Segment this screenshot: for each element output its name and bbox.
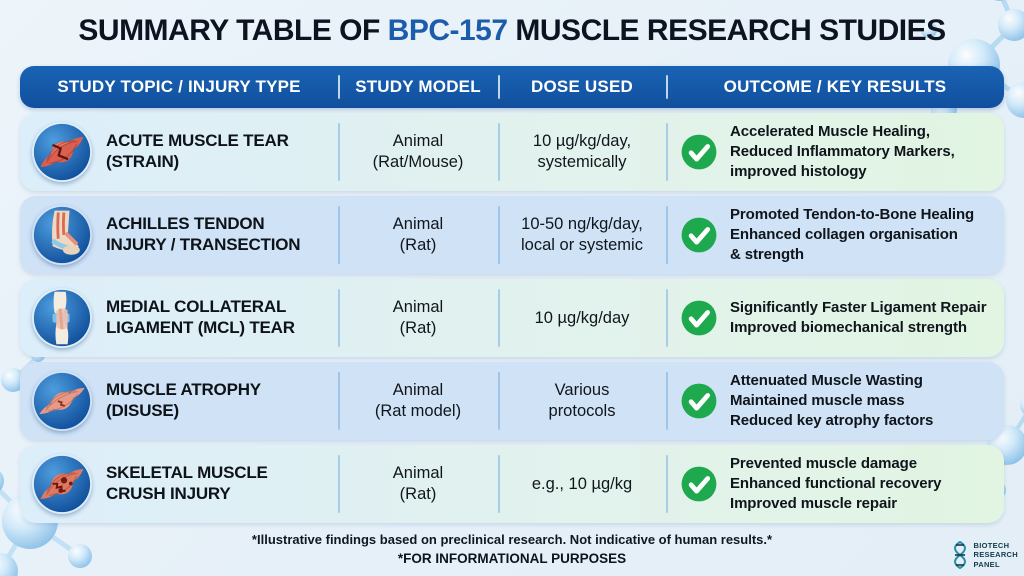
model-cell: Animal (Rat) bbox=[338, 196, 498, 274]
check-icon bbox=[681, 466, 717, 502]
torn-muscle-icon bbox=[33, 123, 91, 181]
model-cell: Animal (Rat model) bbox=[338, 362, 498, 440]
outcome-cell: Prevented muscle damage Enhanced functio… bbox=[666, 445, 1004, 523]
check-icon bbox=[681, 134, 717, 170]
title-highlight: BPC-157 bbox=[387, 14, 508, 47]
informational-purpose-text: *FOR INFORMATIONAL PURPOSES bbox=[397, 551, 627, 566]
table-row-muscle-atrophy: MUSCLE ATROPHY (DISUSE) Animal (Rat mode… bbox=[20, 362, 1004, 440]
summary-table: STUDY TOPIC / INJURY TYPE STUDY MODEL DO… bbox=[20, 66, 1004, 528]
outcome-label: Significantly Faster Ligament Repair Imp… bbox=[730, 299, 987, 336]
model-cell: Animal (Rat/Mouse) bbox=[338, 113, 498, 191]
dna-helix-icon bbox=[953, 541, 966, 569]
table-header-row: STUDY TOPIC / INJURY TYPE STUDY MODEL DO… bbox=[20, 66, 1004, 108]
outcome-label: Accelerated Muscle Healing, Reduced Infl… bbox=[730, 123, 955, 180]
table-row-achilles-tendon: ACHILLES TENDON INJURY / TRANSECTION Ani… bbox=[20, 196, 1004, 274]
check-icon bbox=[681, 217, 717, 253]
topic-cell: ACHILLES TENDON INJURY / TRANSECTION bbox=[20, 196, 338, 274]
table-row-crush-injury: SKELETAL MUSCLE CRUSH INJURY Animal (Rat… bbox=[20, 445, 1004, 523]
outcome-cell: Attenuated Muscle Wasting Maintained mus… bbox=[666, 362, 1004, 440]
outcome-cell: Promoted Tendon-to-Bone Healing Enhanced… bbox=[666, 196, 1004, 274]
outcome-cell: Significantly Faster Ligament Repair Imp… bbox=[666, 279, 1004, 357]
ankle-tendon-icon bbox=[33, 206, 91, 264]
topic-label: ACUTE MUSCLE TEAR (STRAIN) bbox=[106, 131, 289, 171]
table-row-mcl-tear: MEDIAL COLLATERAL LIGAMENT (MCL) TEAR An… bbox=[20, 279, 1004, 357]
check-icon bbox=[681, 300, 717, 336]
atrophied-muscle-icon bbox=[33, 372, 91, 430]
table-body: ACUTE MUSCLE TEAR (STRAIN) Animal (Rat/M… bbox=[20, 113, 1004, 523]
topic-cell: SKELETAL MUSCLE CRUSH INJURY bbox=[20, 445, 338, 523]
header-study-model: STUDY MODEL bbox=[338, 66, 498, 108]
check-icon bbox=[681, 383, 717, 419]
model-cell: Animal (Rat) bbox=[338, 279, 498, 357]
header-study-topic: STUDY TOPIC / INJURY TYPE bbox=[57, 77, 301, 96]
footer: *Illustrative findings based on preclini… bbox=[0, 532, 1024, 566]
brand-logo: BIOTECH RESEARCH PANEL bbox=[951, 540, 1019, 570]
topic-label: ACHILLES TENDON INJURY / TRANSECTION bbox=[106, 214, 301, 254]
brand-line3: PANEL bbox=[973, 559, 1000, 569]
brand-line1: BIOTECH bbox=[973, 540, 1010, 550]
model-cell: Animal (Rat) bbox=[338, 445, 498, 523]
header-outcome: OUTCOME / KEY RESULTS bbox=[666, 66, 1004, 108]
dose-cell: e.g., 10 µg/kg bbox=[498, 445, 666, 523]
brand-text: BIOTECH RESEARCH PANEL bbox=[974, 541, 1019, 569]
dose-cell: 10 µg/kg/day bbox=[498, 279, 666, 357]
crushed-muscle-icon bbox=[33, 455, 91, 513]
outcome-cell: Accelerated Muscle Healing, Reduced Infl… bbox=[666, 113, 1004, 191]
outcome-label: Promoted Tendon-to-Bone Healing Enhanced… bbox=[730, 206, 975, 263]
brand-line2: RESEARCH bbox=[973, 550, 1018, 560]
header-dose-used: DOSE USED bbox=[498, 66, 666, 108]
dose-cell: Various protocols bbox=[498, 362, 666, 440]
knee-ligament-icon bbox=[33, 289, 91, 347]
topic-label: SKELETAL MUSCLE CRUSH INJURY bbox=[106, 463, 268, 503]
table-row-acute-muscle-tear: ACUTE MUSCLE TEAR (STRAIN) Animal (Rat/M… bbox=[20, 113, 1004, 191]
dose-cell: 10-50 ng/kg/day, local or systemic bbox=[498, 196, 666, 274]
topic-label: MEDIAL COLLATERAL LIGAMENT (MCL) TEAR bbox=[106, 297, 295, 337]
page-title: SUMMARY TABLE OF BPC-157 MUSCLE RESEARCH… bbox=[0, 14, 1024, 48]
outcome-label: Attenuated Muscle Wasting Maintained mus… bbox=[730, 372, 934, 429]
topic-cell: MUSCLE ATROPHY (DISUSE) bbox=[20, 362, 338, 440]
disclaimer-text: *Illustrative findings based on preclini… bbox=[251, 532, 773, 547]
title-suffix: MUSCLE RESEARCH STUDIES bbox=[507, 14, 946, 47]
outcome-label: Prevented muscle damage Enhanced functio… bbox=[730, 455, 942, 512]
title-prefix: SUMMARY TABLE OF bbox=[78, 14, 388, 47]
topic-cell: MEDIAL COLLATERAL LIGAMENT (MCL) TEAR bbox=[20, 279, 338, 357]
topic-cell: ACUTE MUSCLE TEAR (STRAIN) bbox=[20, 113, 338, 191]
topic-label: MUSCLE ATROPHY (DISUSE) bbox=[106, 380, 261, 420]
dose-cell: 10 µg/kg/day, systemically bbox=[498, 113, 666, 191]
